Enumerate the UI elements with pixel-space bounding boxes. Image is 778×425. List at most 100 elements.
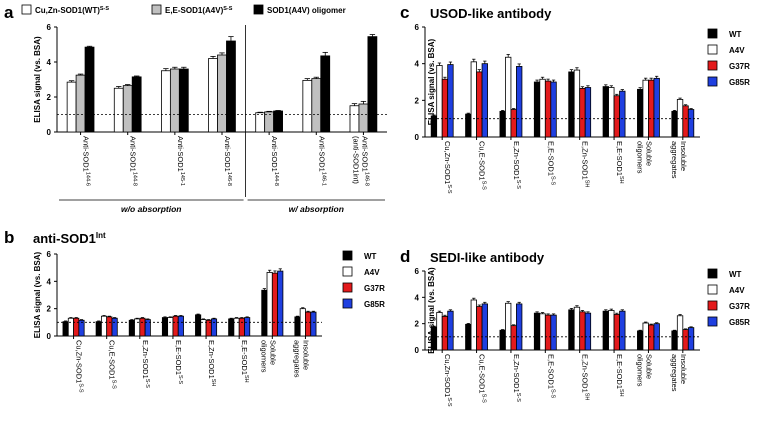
legend-swatch: [707, 60, 718, 71]
bar: [226, 40, 236, 133]
legend-swatch: [707, 44, 718, 55]
bar: [579, 311, 586, 351]
bar: [584, 312, 592, 351]
category-label: E,Zn-SOD1SH: [207, 340, 216, 386]
bar: [619, 310, 626, 351]
legend-swatch: [342, 266, 353, 277]
legend: WT A4V G37R G85R: [342, 250, 385, 309]
category-label: Cu,E-SOD1S-S: [108, 340, 117, 389]
bar: [139, 317, 146, 337]
bar: [619, 90, 626, 138]
bar: [111, 317, 118, 337]
category-label: E,E-SOD1SH: [615, 141, 624, 184]
bar: [671, 330, 678, 351]
bar: [584, 87, 592, 138]
bar: [499, 329, 506, 351]
bar: [568, 71, 575, 138]
bar: [470, 299, 477, 351]
group-label: w/ absorption: [289, 204, 344, 214]
bar: [67, 317, 74, 337]
bar: [277, 270, 284, 337]
bar: [73, 317, 80, 337]
bar: [122, 85, 133, 133]
bar: [217, 54, 227, 133]
bar: [550, 314, 557, 351]
bar: [676, 315, 684, 351]
y-tick-label: 4: [415, 60, 420, 69]
bar: [476, 71, 483, 138]
legend-label: Cu,Zn-SOD1(WT)S-S: [35, 6, 109, 15]
y-tick-label: 2: [47, 93, 52, 102]
y-tick-label: 4: [47, 277, 52, 286]
bar: [310, 311, 317, 337]
bar: [642, 79, 649, 138]
y-tick-label: 6: [415, 23, 420, 32]
bar: [568, 309, 575, 351]
panel-label: b: [4, 228, 14, 247]
y-axis-label: ELISA signal (vs. BSA): [427, 267, 436, 354]
category-label: Solubleoligomers: [259, 340, 277, 373]
bar: [579, 88, 586, 138]
category-label: E,E-SOD1S-S: [174, 340, 183, 385]
bar: [544, 314, 552, 351]
y-tick-label: 2: [415, 96, 420, 105]
bar: [84, 46, 95, 133]
bar: [233, 317, 240, 337]
legend: WT A4V G37R G85R: [707, 28, 750, 87]
bar: [210, 318, 218, 337]
bar: [602, 86, 609, 138]
bar: [195, 314, 202, 337]
y-tick-label: 0: [415, 133, 420, 142]
bar: [134, 318, 141, 337]
bar: [637, 330, 644, 351]
legend-label: G85R: [364, 300, 385, 309]
bar: [510, 109, 517, 138]
category-label: Cu,E-SOD1S-S: [478, 354, 487, 403]
bar: [100, 315, 108, 337]
category-label: E,Zn-SOD1S-S: [512, 354, 521, 402]
bar: [653, 77, 660, 138]
bar: [447, 64, 454, 138]
legend-label: WT: [729, 270, 742, 279]
bar: [305, 311, 312, 337]
category-label: Anti-SOD1144-8: [270, 136, 279, 186]
bar: [481, 303, 488, 351]
legend-label: G37R: [364, 284, 385, 293]
category-label: E,E-SOD1S-S: [546, 354, 555, 399]
legend-swatch: [707, 76, 718, 87]
category-label: Anti-SOD1146-8: [360, 136, 369, 186]
group-label: w/o absorption: [121, 204, 181, 214]
bar: [161, 317, 169, 337]
bar: [602, 310, 609, 351]
bar: [302, 79, 313, 133]
bar: [266, 272, 273, 337]
category-label: Insolubleaggregates: [292, 340, 310, 378]
bar: [169, 68, 180, 133]
bar: [349, 105, 360, 133]
bar: [320, 55, 331, 133]
legend-label: SOD1(A4V) oligomer: [267, 6, 346, 15]
chart-title: anti-SOD1Int: [33, 231, 106, 246]
bar: [447, 310, 454, 351]
legend-swatch: [342, 298, 353, 309]
legend-swatch: [707, 268, 718, 279]
chart-panel-a: a ELISA signal (vs. BSA) 0 2 4 6 Anti-SOD1144-…: [4, 3, 387, 214]
bar: [544, 80, 552, 138]
category-label: Solubleoligomers: [635, 354, 653, 387]
bar: [311, 78, 322, 133]
bar: [178, 68, 189, 133]
bar: [539, 313, 546, 351]
bar: [113, 87, 124, 133]
bar: [436, 312, 443, 351]
bar: [510, 325, 517, 351]
bar: [637, 88, 644, 138]
y-tick-label: 6: [47, 23, 52, 32]
category-label-suffix: (anti-SOD1int): [351, 136, 360, 184]
bar: [430, 115, 438, 138]
bar: [255, 112, 266, 133]
y-tick-label: 4: [47, 58, 52, 67]
bar: [271, 272, 279, 337]
bar: [62, 321, 69, 337]
legend-label: G85R: [729, 78, 750, 87]
